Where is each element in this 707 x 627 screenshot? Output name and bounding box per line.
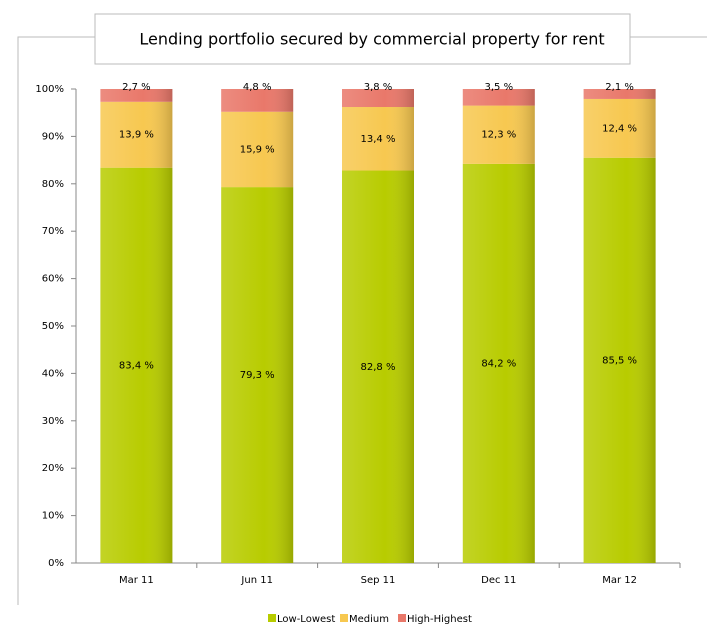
- y-tick-label: 40%: [42, 368, 64, 379]
- y-tick-label: 0%: [48, 558, 64, 569]
- legend-swatch: [398, 614, 406, 622]
- bar-shade: [583, 98, 656, 158]
- bar-shade: [583, 89, 656, 99]
- y-tick-label: 70%: [42, 226, 64, 237]
- bar-shade: [342, 89, 414, 108]
- bar-shade: [221, 89, 294, 112]
- value-label: 2,1 %: [605, 82, 634, 93]
- bar-shade: [342, 170, 414, 563]
- value-label: 82,8 %: [361, 362, 396, 373]
- x-tick-label: Sep 11: [361, 575, 396, 586]
- value-label: 2,7 %: [122, 82, 151, 93]
- y-tick-label: 80%: [42, 179, 64, 190]
- value-label: 84,2 %: [481, 358, 516, 369]
- bar-shade: [583, 157, 656, 564]
- bar-shade: [100, 101, 173, 168]
- legend-label: Medium: [349, 614, 389, 625]
- value-label: 13,4 %: [361, 134, 396, 145]
- value-label: 13,9 %: [119, 130, 154, 141]
- value-label: 15,9 %: [240, 144, 275, 155]
- legend-swatch: [268, 614, 276, 622]
- value-label: 4,8 %: [243, 82, 272, 93]
- y-tick-label: 50%: [42, 321, 64, 332]
- bar-shade: [100, 89, 173, 102]
- y-tick-label: 30%: [42, 416, 64, 427]
- bar-shade: [100, 167, 173, 563]
- bar-shade: [221, 187, 294, 564]
- y-tick-label: 100%: [35, 84, 64, 95]
- y-tick-label: 10%: [42, 511, 64, 522]
- value-label: 83,4 %: [119, 360, 154, 371]
- frame: [17, 36, 707, 605]
- bar-shade: [462, 105, 535, 164]
- value-label: 12,3 %: [481, 130, 516, 141]
- x-tick-label: Mar 12: [602, 575, 637, 586]
- value-label: 3,8 %: [364, 82, 393, 93]
- bar-shade: [462, 89, 535, 106]
- legend-swatch: [340, 614, 348, 622]
- bar-shade: [221, 111, 294, 188]
- x-tick-label: Jun 11: [240, 575, 273, 586]
- x-tick-label: Dec 11: [481, 575, 516, 586]
- legend-label: High-Highest: [407, 614, 472, 625]
- value-label: 3,5 %: [485, 82, 514, 93]
- y-tick-label: 60%: [42, 274, 64, 285]
- bar-shade: [342, 107, 414, 171]
- chart-title: Lending portfolio secured by commercial …: [139, 30, 604, 49]
- value-label: 85,5 %: [602, 355, 637, 366]
- y-tick-label: 20%: [42, 463, 64, 474]
- bar-shade: [462, 163, 535, 563]
- x-tick-label: Mar 11: [119, 575, 154, 586]
- value-label: 79,3 %: [240, 370, 275, 381]
- y-tick-label: 90%: [42, 131, 64, 142]
- title-box: [94, 13, 631, 65]
- value-label: 12,4 %: [602, 123, 637, 134]
- legend-label: Low-Lowest: [277, 614, 335, 625]
